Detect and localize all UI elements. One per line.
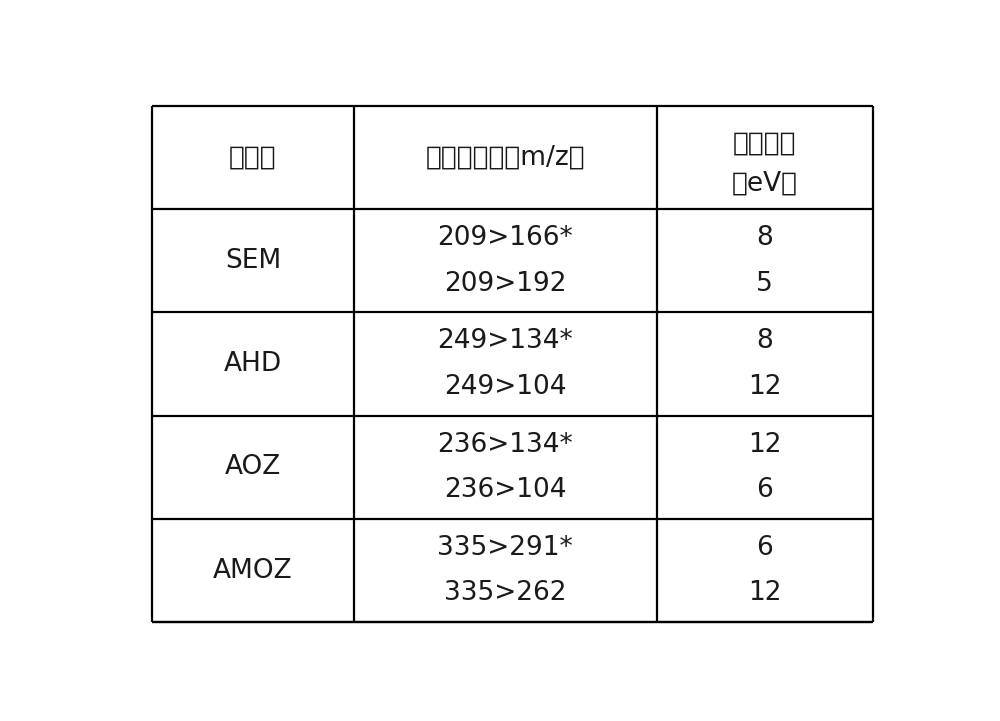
Text: （eV）: （eV） (732, 171, 798, 197)
Text: 209>192: 209>192 (444, 270, 567, 296)
Text: 8: 8 (756, 225, 773, 251)
Text: 249>134*: 249>134* (437, 328, 573, 355)
Text: 6: 6 (756, 477, 773, 503)
Text: 335>262: 335>262 (444, 580, 567, 606)
Text: 236>134*: 236>134* (437, 432, 573, 458)
Text: AHD: AHD (224, 351, 282, 377)
Text: AMOZ: AMOZ (213, 557, 293, 583)
Text: 化合物: 化合物 (229, 145, 277, 171)
Text: 5: 5 (756, 270, 773, 296)
Text: 6: 6 (756, 535, 773, 561)
Text: 236>104: 236>104 (444, 477, 567, 503)
Text: 12: 12 (748, 373, 782, 400)
Text: 12: 12 (748, 580, 782, 606)
Text: 12: 12 (748, 432, 782, 458)
Text: 209>166*: 209>166* (437, 225, 573, 251)
Text: 249>104: 249>104 (444, 373, 567, 400)
Text: 8: 8 (756, 328, 773, 355)
Text: 监测离子对（m/z）: 监测离子对（m/z） (425, 145, 585, 171)
Text: 碰撞能量: 碰撞能量 (733, 130, 797, 156)
Text: AOZ: AOZ (225, 454, 281, 480)
Text: SEM: SEM (225, 248, 281, 274)
Text: 335>291*: 335>291* (437, 535, 573, 561)
